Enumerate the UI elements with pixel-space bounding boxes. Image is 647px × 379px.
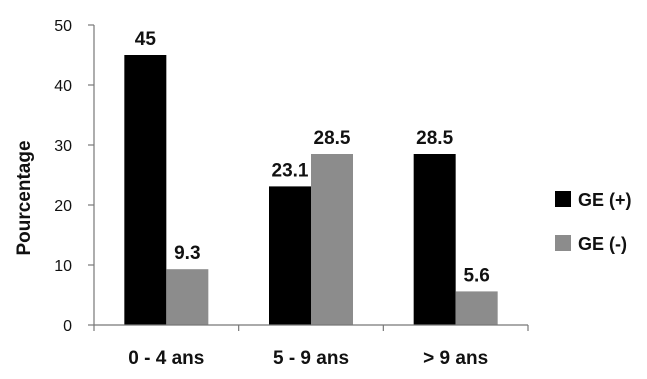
x-axis-labels: 0 - 4 ans 5 - 9 ans > 9 ans xyxy=(128,348,488,369)
bar-ge-plus xyxy=(269,186,311,325)
y-axis-ticks: 0 10 20 30 40 50 xyxy=(54,18,94,335)
bar-ge-minus xyxy=(311,154,353,325)
legend: GE (+) GE (-) xyxy=(555,190,632,254)
bar-ge-plus xyxy=(413,154,456,325)
data-label: 45 xyxy=(135,29,157,50)
y-tick-label: 40 xyxy=(54,78,72,95)
y-tick-label: 50 xyxy=(54,18,72,35)
data-labels: 459.323.128.5 28.55.6 xyxy=(135,29,490,286)
y-tick-label: 30 xyxy=(54,138,72,155)
data-label: 28.5 xyxy=(314,128,351,149)
bars xyxy=(124,55,498,325)
data-label: 28.5 xyxy=(416,128,453,149)
data-label: 9.3 xyxy=(174,243,200,264)
y-tick-label: 0 xyxy=(63,318,72,335)
legend-label: GE (+) xyxy=(578,190,632,210)
bar-ge-minus xyxy=(455,291,498,325)
data-label: 5.6 xyxy=(463,265,489,286)
bar-ge-plus xyxy=(124,55,167,325)
legend-swatch xyxy=(555,191,571,207)
x-axis-ticks xyxy=(93,325,529,331)
data-label: 23.1 xyxy=(272,160,309,181)
legend-swatch xyxy=(555,235,571,251)
y-tick-label: 10 xyxy=(54,258,72,275)
y-axis-title: Pourcentage xyxy=(14,140,35,255)
x-category-label: 5 - 9 ans xyxy=(273,348,349,369)
y-tick-label: 20 xyxy=(54,198,72,215)
x-category-label: 0 - 4 ans xyxy=(128,348,204,369)
bar-ge-minus xyxy=(166,269,209,325)
x-category-label: > 9 ans xyxy=(423,348,488,369)
legend-label: GE (-) xyxy=(578,234,627,254)
